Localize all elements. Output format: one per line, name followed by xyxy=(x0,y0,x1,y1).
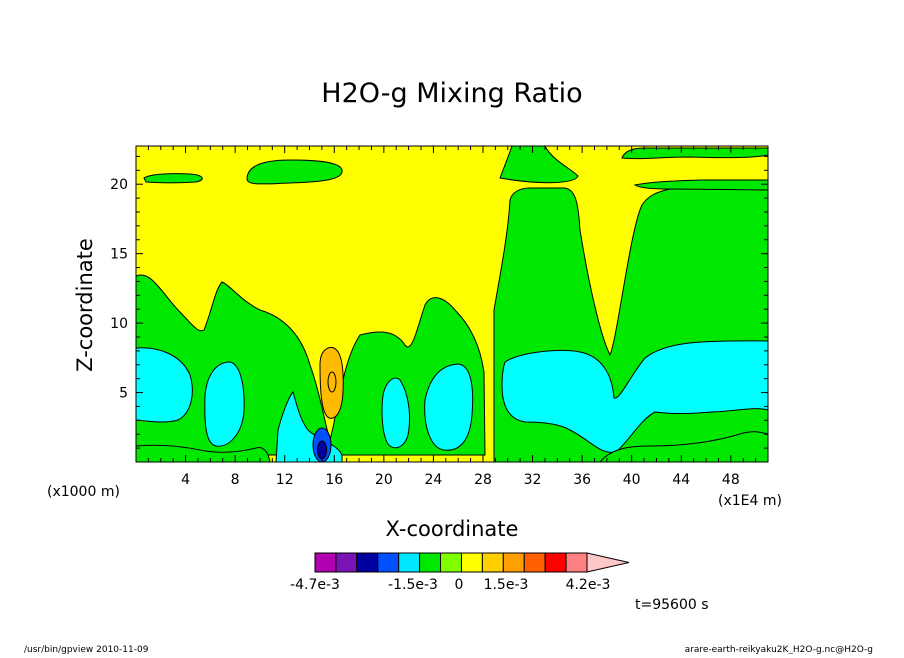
y-tick-label: 20 xyxy=(110,177,128,193)
y-tick-label: 15 xyxy=(110,247,128,263)
colorbar-swatch xyxy=(523,552,546,573)
x-tick-label: 40 xyxy=(623,472,641,488)
colorbar-label-5: 4.2e-3 xyxy=(566,577,611,593)
x-tick-label: 48 xyxy=(722,472,740,488)
colorbar-swatch xyxy=(440,552,462,573)
green-bottom-right-strip xyxy=(598,431,769,463)
chart-title: H2O-g Mixing Ratio xyxy=(321,78,582,109)
colorbar-extension-arrow xyxy=(586,552,630,573)
colorbar-swatch xyxy=(377,552,400,573)
footer-left: /usr/bin/gpview 2010-11-09 xyxy=(24,645,149,654)
colorbar-swatch xyxy=(398,552,421,573)
green-bottom-strip xyxy=(135,444,271,463)
x-tick-label: 8 xyxy=(231,472,240,488)
colorbar-swatch xyxy=(544,552,567,573)
time-label: t=95600 s xyxy=(635,597,709,613)
green-top-right-cap xyxy=(621,147,769,160)
colorbar-swatch xyxy=(502,552,525,573)
x-tick-label: 4 xyxy=(181,472,190,488)
x-tick-label: 12 xyxy=(276,472,294,488)
cyan-right-region xyxy=(501,340,769,453)
colorbar-swatch xyxy=(481,552,504,573)
cyan-blob-25 xyxy=(424,363,474,451)
x-tick-label: 16 xyxy=(325,472,343,488)
x-tick-label: 44 xyxy=(672,472,690,488)
colorbar-swatch xyxy=(314,552,337,573)
contour-fill-blue xyxy=(312,427,332,463)
y-units-note: (x1000 m) xyxy=(47,484,120,500)
colorbar-swatch xyxy=(460,552,483,573)
colorbar-label-2: -1.5e-3 xyxy=(388,577,438,593)
orange-core xyxy=(327,371,337,393)
green-left-streak xyxy=(143,173,203,184)
y-tick-label: 10 xyxy=(110,316,128,332)
colorbar xyxy=(314,552,630,573)
contour-fill-green-bottom xyxy=(135,431,769,463)
x-axis-ticks: 4 8 12 16 20 24 28 32 36 40 44 48 xyxy=(147,146,769,488)
green-top-center-patch xyxy=(499,145,579,184)
x-units-note: (x1E4 m) xyxy=(718,493,782,509)
x-tick-label: 20 xyxy=(375,472,393,488)
colorbar-label-1: -4.7e-3 xyxy=(290,577,340,593)
y-axis-title: Z-coordinate xyxy=(73,238,97,372)
colorbar-swatch xyxy=(335,552,358,573)
y-axis-ticks: 5 10 15 20 xyxy=(110,155,768,449)
colorbar-label-3: 0 xyxy=(455,577,464,593)
colorbar-label-4: 1.5e-3 xyxy=(484,577,529,593)
green-upper-blob xyxy=(246,159,343,185)
x-axis-title: X-coordinate xyxy=(386,517,519,541)
x-tick-label: 24 xyxy=(424,472,442,488)
contour-fill-cyan xyxy=(135,340,769,463)
colorbar-swatch xyxy=(419,552,442,573)
colorbar-swatch xyxy=(565,552,588,573)
colorbar-swatch xyxy=(356,552,379,573)
cyan-blob-20 xyxy=(381,377,411,449)
footer-right: arare-earth-reikyaku2K_H2O-g.nc@H2O-g xyxy=(685,645,873,654)
cyan-left-region xyxy=(135,347,193,423)
contour-fill-orange xyxy=(319,347,344,419)
cyan-blob-8 xyxy=(204,361,245,447)
green-top-right-patch xyxy=(633,179,769,191)
x-tick-label: 36 xyxy=(573,472,591,488)
x-tick-label: 32 xyxy=(524,472,542,488)
x-tick-label: 28 xyxy=(474,472,492,488)
y-tick-label: 5 xyxy=(119,386,128,402)
darkblue-core xyxy=(317,440,327,460)
plot-frame xyxy=(135,145,769,463)
